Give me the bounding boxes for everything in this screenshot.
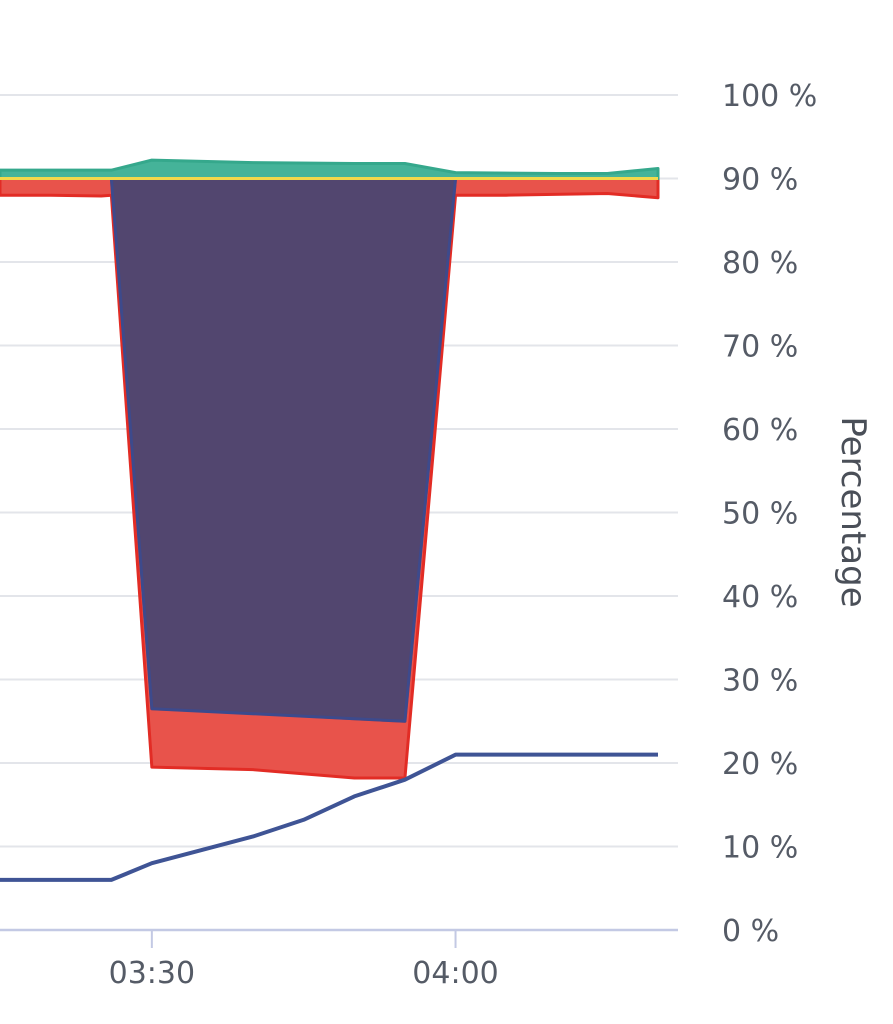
series-area xyxy=(0,158,660,180)
y-tick-label: 10 % xyxy=(722,831,798,866)
y-axis-title: Percentage xyxy=(833,416,873,607)
x-tick-label: 03:30 xyxy=(109,956,195,991)
y-tick-label: 90 % xyxy=(722,163,798,198)
series-line xyxy=(0,752,658,882)
x-axis: 03:30 04:00 xyxy=(109,930,499,991)
y-tick-label: 40 % xyxy=(722,580,798,615)
y-tick-label: 0 % xyxy=(722,914,779,949)
series-area xyxy=(109,177,458,723)
y-tick-label: 50 % xyxy=(722,497,798,532)
y-tick-label: 20 % xyxy=(722,747,798,782)
series-areas xyxy=(0,158,660,780)
series-lines xyxy=(0,177,658,882)
y-tick-label: 60 % xyxy=(722,413,798,448)
x-tick-label: 04:00 xyxy=(412,956,498,991)
y-tick-label: 80 % xyxy=(722,246,798,281)
y-tick-label: 100 % xyxy=(722,79,817,114)
y-tick-label: 70 % xyxy=(722,330,798,365)
y-axis-ticks: 0 % 10 % 20 % 30 % 40 % 50 % 60 % 70 % 80 % 90 % 1… xyxy=(722,79,817,949)
y-tick-label: 30 % xyxy=(722,664,798,699)
